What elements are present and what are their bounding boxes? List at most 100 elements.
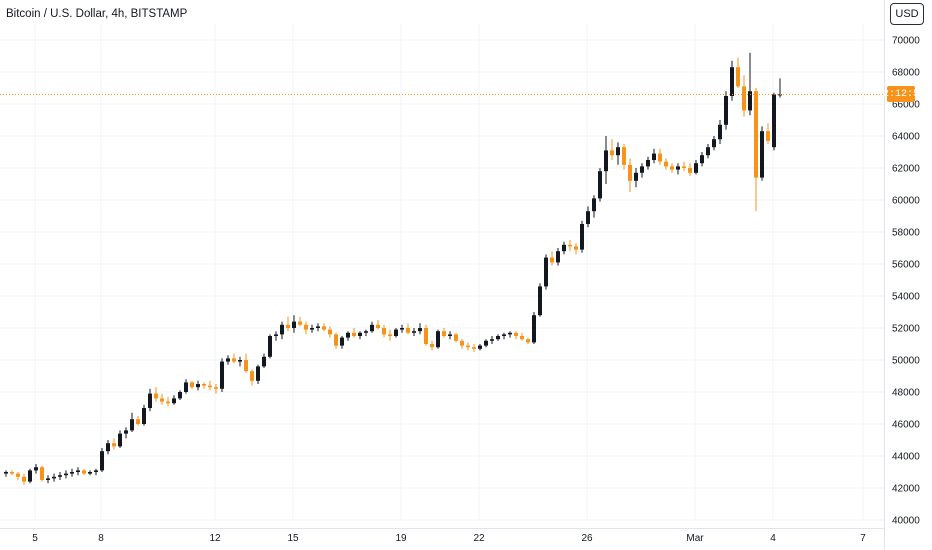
candle-body [160,398,164,402]
candle-body [562,244,566,252]
candle-body [706,147,710,156]
candle-body [304,324,308,330]
y-tick-label: 44000 [892,452,920,463]
candle-body [142,408,146,424]
candle-body [658,153,662,162]
candle-body [748,91,752,111]
y-tick-label: 60000 [892,196,920,207]
candle-body [328,329,332,335]
candle-body [244,360,248,372]
candle-body [508,332,512,335]
y-tick-label: 68000 [892,68,920,79]
candle-body [52,476,56,479]
candle-body [358,332,362,336]
candle-body [712,139,716,148]
candle-body [526,339,530,343]
candle-body [700,155,704,164]
y-tick-label: 62000 [892,164,920,175]
candle-body [370,324,374,332]
candle-body [292,321,296,328]
y-tick-label: 42000 [892,484,920,495]
candle-body [514,332,518,336]
candle-body [616,147,620,156]
currency-button[interactable]: USD [890,3,924,25]
candle-body [70,472,74,474]
candle-body [40,467,44,480]
candle-body [118,433,122,447]
candle-body [532,315,536,343]
candle-body [124,430,128,434]
candle-body [64,473,68,476]
x-tick-label: 12 [209,533,221,544]
candle-body [412,331,416,333]
candle-body [598,171,602,199]
candle-body [280,324,284,335]
candle-body [208,385,212,388]
candle-body [214,387,218,389]
candle-body [334,334,338,346]
candle-body [250,371,254,381]
candle-body [226,358,230,362]
y-tick-label: 50000 [892,356,920,367]
candle-body [58,475,62,477]
candle-body [424,328,428,344]
chart-title: Bitcoin / U.S. Dollar, 4h, BITSTAMP [6,8,188,20]
x-tick-label: 8 [98,533,104,544]
candle-body [604,150,608,172]
x-tick-label: Mar [686,533,704,544]
candle-body [394,329,398,336]
candle-body [172,398,176,404]
y-tick-label: 56000 [892,260,920,271]
x-tick-label: 15 [287,533,299,544]
candle-body [376,324,380,328]
candle-body [490,339,494,341]
candle-body [346,332,350,338]
candle-body [406,328,410,333]
candle-body [382,328,386,335]
y-tick-label: 58000 [892,228,920,239]
candle-body [262,356,266,367]
candle-body [592,198,596,212]
candle-body [298,321,302,325]
candle-body [586,211,590,224]
y-tick-label: 54000 [892,292,920,303]
candle-body [274,334,278,336]
candle-body [106,443,110,452]
candle-body [466,345,470,348]
candle-body [130,419,134,431]
candle-body [730,67,734,96]
x-tick-label: 26 [581,533,593,544]
candle-body [316,326,320,328]
candle-body [580,224,584,250]
candle-body [22,476,26,482]
candle-body [676,166,680,170]
candle-body [400,328,404,330]
candle-body [16,473,20,477]
candle-body [352,332,356,336]
last-price-label: 02:12:55 [877,86,925,103]
candle-body [286,324,290,328]
candle-body [760,131,764,178]
candle-body [670,166,674,170]
y-tick-label: 70000 [892,36,920,47]
candle-body [718,124,722,140]
candle-body [340,337,344,346]
candle-body [766,131,770,141]
candle-body [310,328,314,330]
candle-body [454,334,458,341]
candle-body [154,393,158,399]
candle-body [430,344,434,348]
candle-body [628,164,632,181]
candle-body [364,331,368,333]
candle-body [448,334,452,336]
candle-body [772,94,776,148]
candle-body [418,328,422,332]
candle-body [622,147,626,165]
candle-body [220,361,224,389]
candle-body [610,150,614,156]
candle-body [196,384,200,388]
candle-body [742,86,746,111]
candle-body [556,251,560,263]
candle-body [34,467,38,471]
